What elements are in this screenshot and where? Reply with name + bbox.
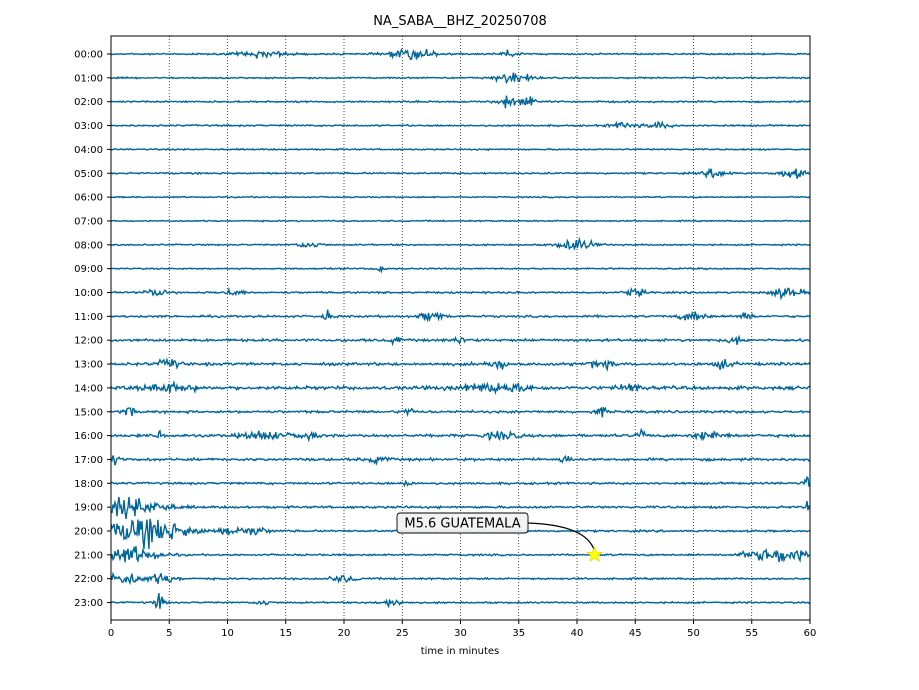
y-tick-label-0800: 08:00 (74, 240, 103, 251)
y-tick-label-0500: 05:00 (74, 169, 103, 180)
y-tick-label-0900: 09:00 (74, 264, 103, 275)
trace-row-1600 (111, 427, 810, 443)
x-tick-label: 40 (571, 628, 584, 639)
trace-row-1200 (111, 334, 810, 347)
trace-row-1100 (111, 309, 810, 323)
y-tick-label-0600: 06:00 (74, 193, 103, 204)
annotation-layer: M5.6 GUATEMALA (396, 512, 603, 563)
y-tick-label-0400: 04:00 (74, 145, 103, 156)
annotation-connector (527, 522, 596, 552)
y-tick-label-1300: 13:00 (74, 360, 103, 371)
y-tick-label-2200: 22:00 (74, 574, 103, 585)
trace-row-0200 (111, 95, 810, 109)
trace-row-2300 (111, 593, 810, 609)
y-tick-label-1000: 10:00 (74, 288, 103, 299)
y-tick-label-0300: 03:00 (74, 121, 103, 132)
annotation-label: M5.6 GUATEMALA (404, 517, 520, 532)
x-tick-label: 5 (166, 628, 172, 639)
trace-row-2200 (111, 571, 810, 586)
trace-row-0600 (111, 195, 810, 199)
trace-row-1700 (111, 454, 810, 467)
y-tick-label-0100: 01:00 (74, 73, 103, 84)
y-tick-label-1800: 18:00 (74, 479, 103, 490)
y-tick-label-2300: 23:00 (74, 598, 103, 609)
x-tick-label: 0 (108, 628, 114, 639)
x-tick-label: 50 (687, 628, 700, 639)
x-tick-label: 60 (804, 628, 817, 639)
trace-row-0300 (111, 120, 810, 130)
trace-row-0100 (111, 72, 810, 85)
trace-row-0700 (111, 219, 810, 223)
x-tick-label: 35 (512, 628, 525, 639)
trace-row-1000 (111, 286, 810, 301)
x-axis-label: time in minutes (421, 646, 500, 657)
y-tick-label-1500: 15:00 (74, 407, 103, 418)
x-tick-label: 45 (629, 628, 642, 639)
x-tick-label: 25 (396, 628, 409, 639)
trace-row-1900 (111, 496, 810, 520)
x-tick-label: 10 (221, 628, 234, 639)
trace-layer (111, 47, 810, 609)
x-tick-label: 55 (745, 628, 758, 639)
y-tick-label-1900: 19:00 (74, 503, 103, 514)
y-tick-label-1700: 17:00 (74, 455, 103, 466)
trace-row-2100 (111, 545, 810, 564)
x-tick-labels: 0 5 10 15 20 25 30 35 40 45 50 55 60 (108, 620, 817, 639)
trace-row-1800 (111, 475, 810, 488)
trace-row-0000 (111, 47, 810, 61)
y-tick-label-1100: 11:00 (74, 312, 103, 323)
trace-row-0400 (111, 147, 810, 152)
y-tick-label-1600: 16:00 (74, 431, 103, 442)
y-tick-labels: 00:00 01:00 02:00 03:00 04:00 05:00 06:00 07:00… (74, 50, 111, 609)
y-tick-label-1400: 14:00 (74, 383, 103, 394)
y-tick-label-2000: 20:00 (74, 527, 103, 538)
y-tick-label-0000: 00:00 (74, 50, 103, 61)
x-tick-label: 30 (454, 628, 467, 639)
trace-row-0800 (111, 236, 810, 251)
trace-row-0900 (111, 266, 810, 274)
trace-row-0500 (111, 167, 810, 180)
y-tick-label-1200: 12:00 (74, 336, 103, 347)
x-tick-label: 15 (279, 628, 292, 639)
trace-row-1300 (111, 357, 810, 372)
x-tick-label: 20 (338, 628, 351, 639)
trace-row-1500 (111, 406, 810, 418)
chart-title: NA_SABA__BHZ_20250708 (373, 14, 547, 29)
y-tick-label-0200: 02:00 (74, 97, 103, 108)
annotation-box (396, 512, 529, 534)
y-tick-label-0700: 07:00 (74, 216, 103, 227)
trace-row-1400 (111, 379, 810, 396)
event-star-marker (586, 546, 603, 563)
y-tick-label-2100: 21:00 (74, 550, 103, 561)
